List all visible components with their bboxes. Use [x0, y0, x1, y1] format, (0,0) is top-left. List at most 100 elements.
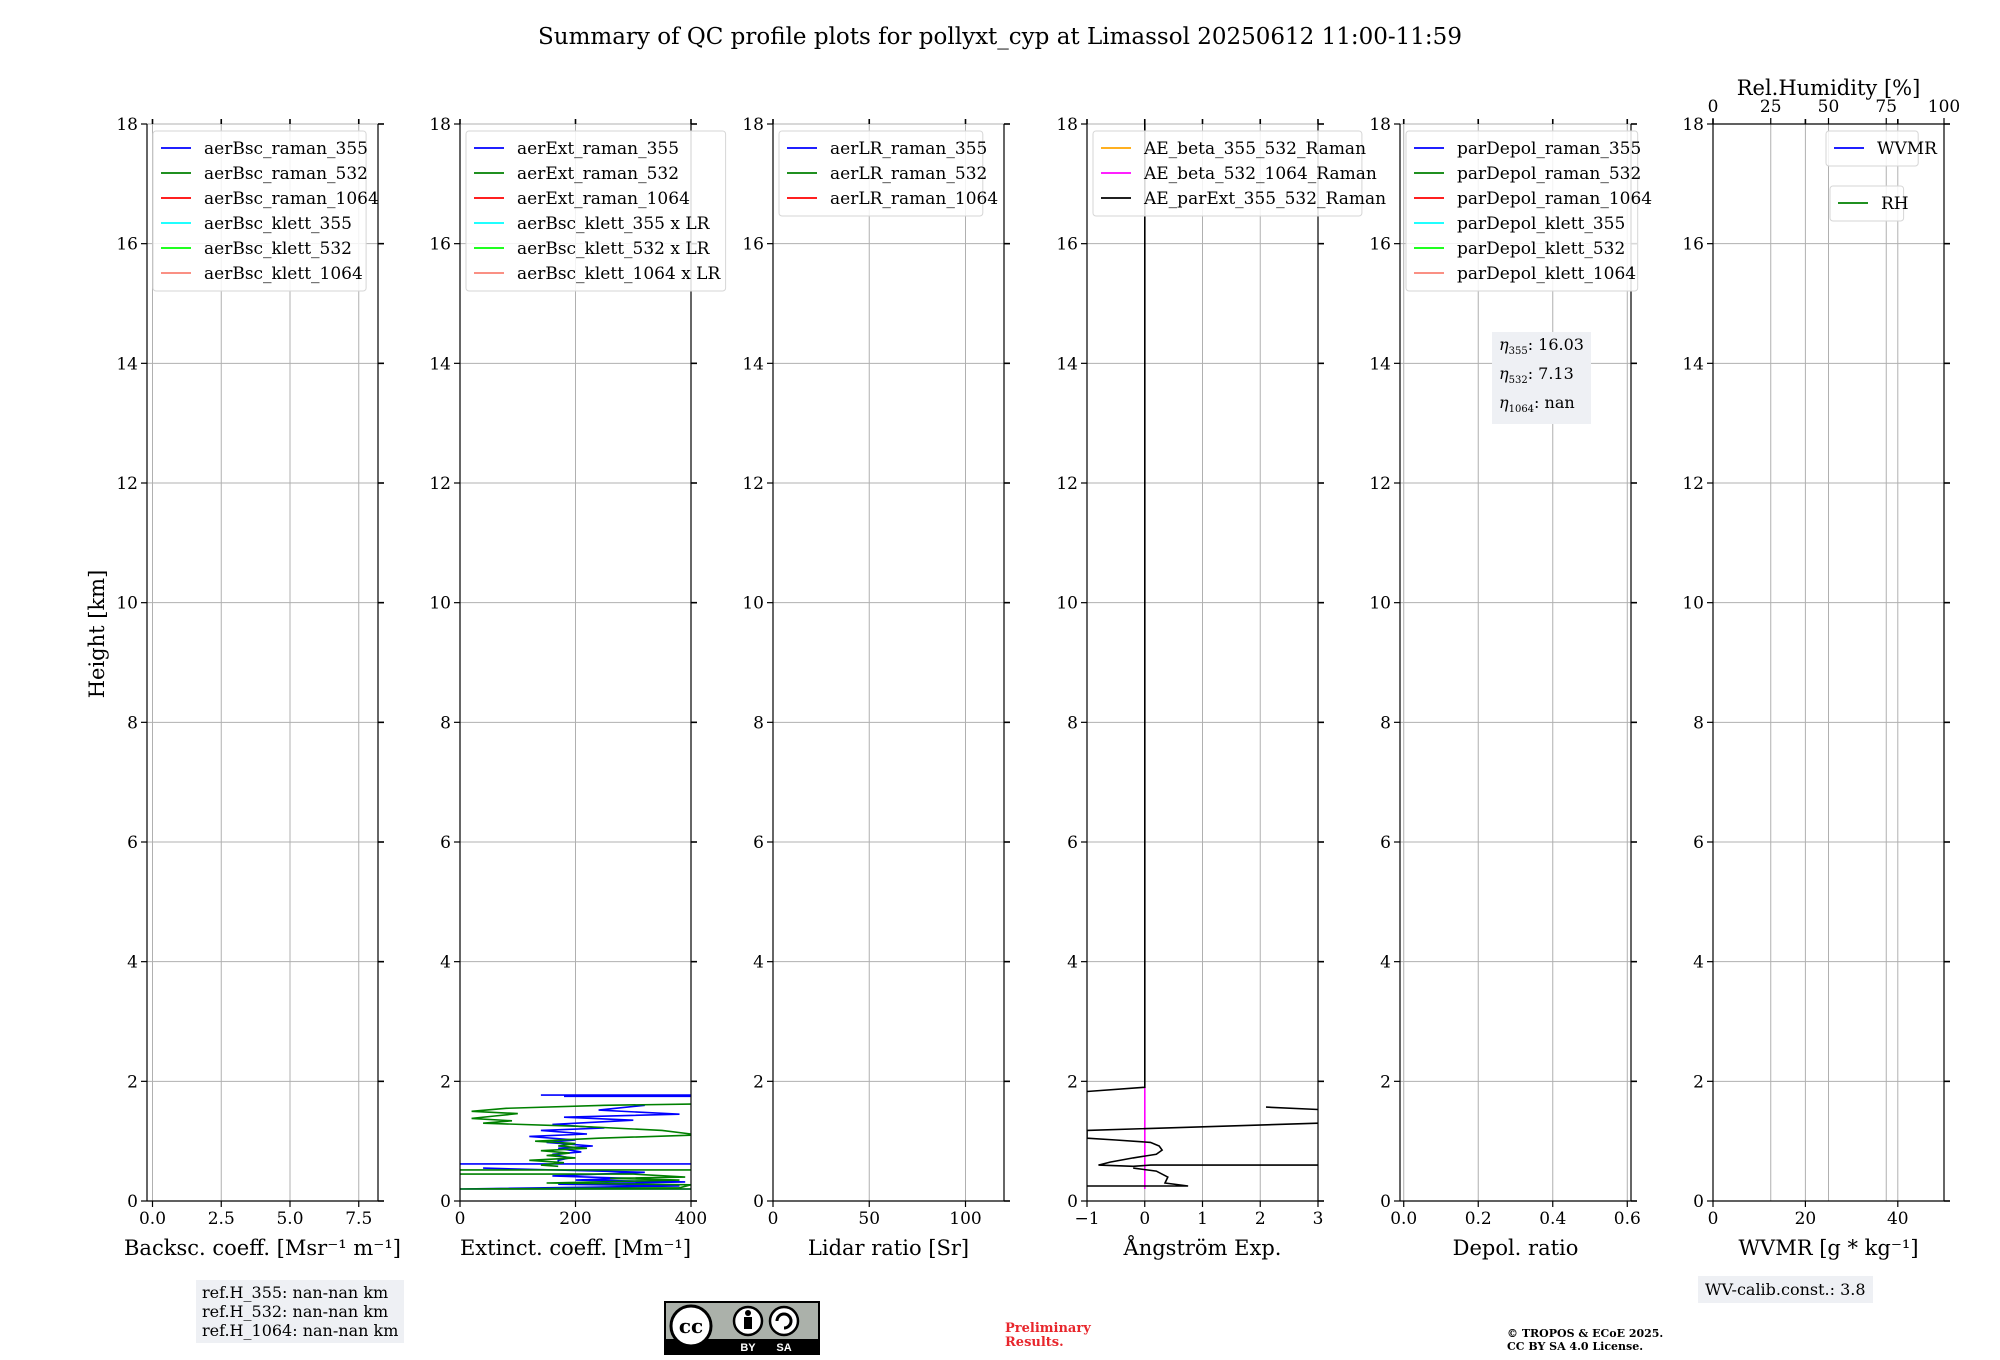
y-tick-label: 0 [1380, 1192, 1391, 1212]
y-tick-label: 4 [440, 953, 451, 973]
y-tick-label: 8 [440, 713, 451, 733]
eta-355: η355: 16.03 [1499, 335, 1584, 358]
x-tick-label: 0 [455, 1209, 466, 1229]
reference-height-box: ref.H_355: nan-nan km ref.H_532: nan-nan… [196, 1280, 405, 1343]
ref-h-355: ref.H_355: nan-nan km [202, 1283, 389, 1302]
x-axis-label: Extinct. coeff. [Mm⁻¹] [460, 1236, 691, 1260]
y-tick-label: 14 [1056, 354, 1078, 374]
x-tick-label: 3 [1313, 1209, 1324, 1229]
y-tick-label: 10 [742, 594, 764, 614]
y-tick-label: 10 [429, 594, 451, 614]
y-tick-label: 4 [1067, 953, 1078, 973]
copyright-note: © TROPOS & ECoE 2025. CC BY SA 4.0 Licen… [1507, 1327, 1664, 1353]
legend-label: aerBsc_raman_532 [204, 164, 368, 184]
x-tick-label: 100 [949, 1209, 981, 1229]
wv-calibration-box: WV-calib.const.: 3.8 [1698, 1276, 1873, 1303]
y-tick-label: 4 [1380, 953, 1391, 973]
y-tick-label: 0 [1693, 1192, 1704, 1212]
legend-label: aerLR_raman_1064 [830, 189, 998, 209]
y-tick-label: 12 [429, 474, 451, 494]
x-tick-label: 2.5 [208, 1209, 235, 1229]
y-tick-label: 2 [127, 1072, 138, 1092]
license-sa-label: SA [776, 1342, 791, 1354]
x-tick-label: 0.4 [1539, 1209, 1566, 1229]
y-tick-label: 14 [429, 354, 451, 374]
legend-label: WVMR [1877, 139, 1938, 159]
y-tick-label: 16 [1682, 235, 1704, 255]
y-tick-label: 18 [429, 115, 451, 135]
y-tick-label: 0 [127, 1192, 138, 1212]
y-tick-label: 16 [742, 235, 764, 255]
legend-rh: RH [1829, 185, 1909, 222]
y-tick-label: 6 [1380, 833, 1391, 853]
top-x-tick-label: 75 [1875, 97, 1897, 117]
legend-label: RH [1881, 194, 1909, 214]
x-tick-label: 0.2 [1465, 1209, 1492, 1229]
legend: WVMR [1825, 130, 1938, 167]
y-tick-label: 12 [742, 474, 764, 494]
x-tick-label: 0.6 [1614, 1209, 1641, 1229]
y-tick-label: 6 [753, 833, 764, 853]
y-tick-label: 18 [742, 115, 764, 135]
legend: aerBsc_raman_355 aerBsc_raman_532 aerBsc_r… [152, 130, 379, 292]
y-tick-label: 12 [1056, 474, 1078, 494]
x-tick-label: 0 [1708, 1209, 1719, 1229]
y-axis-label: Height [km] [85, 570, 109, 699]
cc-icon: cc [679, 1314, 703, 1338]
x-tick-label: −1 [1074, 1209, 1099, 1229]
panel-bsc: 0 2 4 6 8 10 12 14 16 18 0.0 2.5 5.0 7.5 Backsc. coeff… [116, 115, 401, 1260]
y-tick-label: 10 [1369, 594, 1391, 614]
y-tick-label: 8 [1380, 713, 1391, 733]
y-tick-label: 8 [1067, 713, 1078, 733]
chart-title: Summary of QC profile plots for pollyxt_… [538, 24, 1462, 50]
top-x-tick-label: 50 [1818, 97, 1840, 117]
legend-label: aerExt_raman_532 [517, 164, 679, 184]
x-tick-label: 2 [1255, 1209, 1266, 1229]
series-line-AE_parExt_355_532_Raman [1087, 124, 1318, 1187]
y-tick-label: 14 [1369, 354, 1391, 374]
legend-label: aerBsc_raman_355 [204, 139, 368, 159]
y-tick-label: 2 [440, 1072, 451, 1092]
panel-depol: 0 2 4 6 8 10 12 14 16 18 0.0 0.2 0.4 0.6 Depol. ratio p… [1369, 115, 1652, 1260]
legend-label: aerBsc_raman_1064 [204, 189, 379, 209]
ref-h-1064: ref.H_1064: nan-nan km [202, 1321, 399, 1340]
eta-532: η532: 7.13 [1499, 364, 1574, 387]
x-tick-label: 5.0 [276, 1209, 303, 1229]
legend-label: parDepol_klett_1064 [1457, 264, 1636, 284]
x-axis-label: Depol. ratio [1453, 1236, 1579, 1260]
y-tick-label: 0 [440, 1192, 451, 1212]
top-x-tick-label: 100 [1928, 97, 1960, 117]
eta-1064: η1064: nan [1499, 393, 1575, 416]
x-tick-label: 400 [675, 1209, 707, 1229]
legend-label: AE_beta_532_1064_Raman [1143, 164, 1377, 184]
legend-label: aerExt_raman_1064 [517, 189, 690, 209]
legend-label: parDepol_klett_532 [1457, 239, 1625, 259]
y-tick-label: 8 [127, 713, 138, 733]
top-x-tick-label: 25 [1760, 97, 1782, 117]
y-tick-label: 10 [116, 594, 138, 614]
y-tick-label: 6 [1067, 833, 1078, 853]
y-tick-label: 10 [1682, 594, 1704, 614]
ref-h-532: ref.H_532: nan-nan km [202, 1302, 389, 1321]
legend-label: aerExt_raman_355 [517, 139, 679, 159]
legend: AE_beta_355_532_Raman AE_beta_532_1064_Ra… [1092, 130, 1386, 217]
legend-label: AE_beta_355_532_Raman [1143, 139, 1366, 159]
y-tick-label: 18 [1056, 115, 1078, 135]
y-tick-label: 6 [127, 833, 138, 853]
legend-label: parDepol_raman_355 [1457, 139, 1641, 159]
y-tick-label: 2 [1067, 1072, 1078, 1092]
y-tick-label: 16 [116, 235, 138, 255]
license-by-label: BY [740, 1342, 756, 1354]
y-tick-label: 14 [116, 354, 138, 374]
y-tick-label: 18 [1682, 115, 1704, 135]
legend-label: aerBsc_klett_532 x LR [517, 239, 711, 259]
x-axis-label: Lidar ratio [Sr] [808, 1236, 969, 1260]
y-tick-label: 12 [1369, 474, 1391, 494]
y-tick-label: 12 [1682, 474, 1704, 494]
x-tick-label: 0.0 [1390, 1209, 1417, 1229]
legend-label: aerLR_raman_532 [830, 164, 987, 184]
x-tick-label: 1 [1197, 1209, 1208, 1229]
